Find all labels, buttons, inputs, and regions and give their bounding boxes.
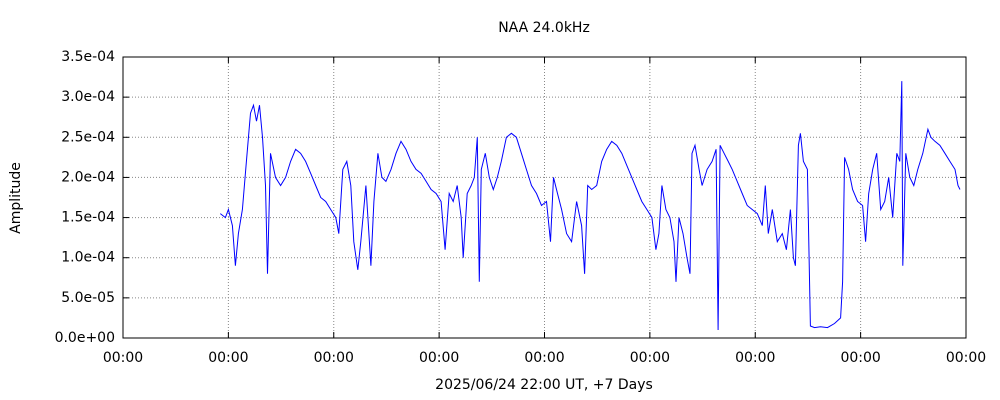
- y-tick-label: 3.5e-04: [61, 49, 115, 65]
- x-tick-label: 00:00: [419, 350, 459, 366]
- y-tick-label: 5.0e-05: [61, 290, 115, 306]
- y-tick-label: 1.0e-04: [61, 250, 115, 266]
- x-tick-label: 00:00: [208, 350, 248, 366]
- x-tick-label: 00:00: [314, 350, 354, 366]
- y-axis-label: Amplitude: [8, 162, 24, 234]
- y-tick-label: 0.0e+00: [55, 330, 115, 346]
- data-line: [219, 81, 961, 331]
- x-tick-label: 00:00: [103, 350, 143, 366]
- y-tick-label: 2.0e-04: [61, 169, 115, 185]
- x-tick-label: 00:00: [524, 350, 564, 366]
- x-axis-label: 2025/06/24 22:00 UT, +7 Days: [435, 377, 653, 393]
- y-tick-label: 3.0e-04: [61, 89, 115, 105]
- y-tick-label: 1.5e-04: [61, 210, 115, 226]
- chart-title: NAA 24.0kHz: [498, 20, 590, 36]
- x-tick-label: 00:00: [946, 350, 986, 366]
- x-tick-label: 00:00: [735, 350, 775, 366]
- plot-frame: [122, 56, 967, 339]
- x-tick-label: 00:00: [840, 350, 880, 366]
- x-tick-label: 00:00: [630, 350, 670, 366]
- y-tick-label: 2.5e-04: [61, 129, 115, 145]
